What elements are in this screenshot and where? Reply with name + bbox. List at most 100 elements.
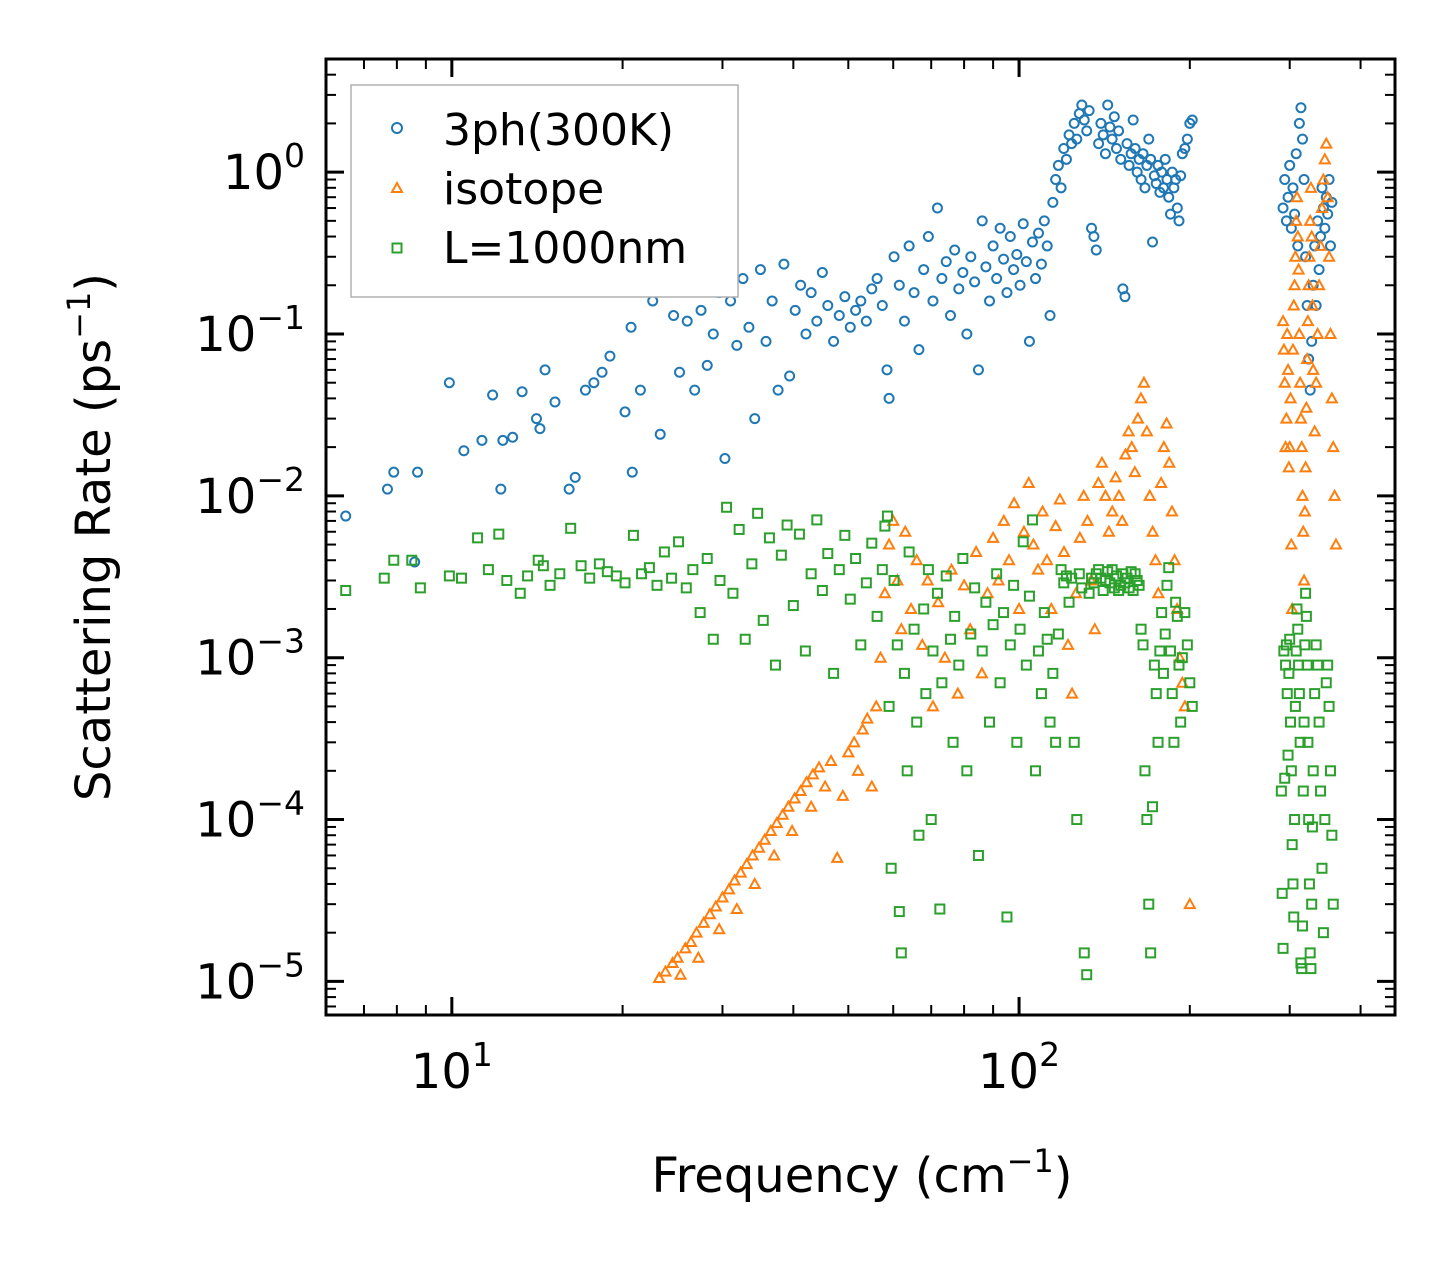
data-point xyxy=(1137,148,1149,160)
data-point xyxy=(388,554,400,566)
data-point xyxy=(781,519,793,531)
data-point xyxy=(658,964,673,977)
data-point xyxy=(625,321,637,333)
data-point xyxy=(871,273,883,285)
data-point xyxy=(1318,152,1332,165)
data-point xyxy=(898,315,910,327)
data-point xyxy=(1081,125,1093,137)
y-tick-label: 10−5 xyxy=(195,945,305,1010)
data-point xyxy=(412,466,424,478)
data-point xyxy=(1121,424,1136,437)
data-point xyxy=(1329,537,1343,550)
data-point xyxy=(1047,667,1059,679)
data-point xyxy=(1284,537,1299,550)
data-point xyxy=(1145,524,1160,537)
data-point xyxy=(1113,125,1125,137)
data-point xyxy=(883,700,895,712)
data-point xyxy=(775,549,787,561)
data-point xyxy=(1038,215,1050,227)
data-point xyxy=(1020,256,1032,268)
data-point xyxy=(927,645,939,657)
data-point xyxy=(668,310,680,322)
data-point xyxy=(997,513,1011,526)
data-point xyxy=(904,601,918,614)
data-point xyxy=(1287,878,1299,890)
data-point xyxy=(994,677,1006,689)
data-point xyxy=(381,483,393,495)
data-point xyxy=(991,568,1003,580)
data-point xyxy=(833,564,845,576)
data-point xyxy=(1048,519,1063,532)
data-point xyxy=(636,568,648,580)
data-point xyxy=(898,524,912,537)
data-point xyxy=(850,304,862,316)
data-point xyxy=(1106,133,1118,145)
data-point xyxy=(544,579,556,591)
data-point xyxy=(1296,524,1310,537)
data-point xyxy=(476,434,488,446)
data-point xyxy=(1097,585,1109,597)
data-point xyxy=(913,344,925,356)
data-point xyxy=(1060,153,1072,165)
data-point xyxy=(1322,208,1334,220)
data-point xyxy=(1279,772,1291,784)
data-point xyxy=(1313,238,1328,251)
data-point xyxy=(340,510,352,522)
data-point xyxy=(1302,249,1317,262)
data-point xyxy=(1044,716,1056,728)
data-point xyxy=(972,364,984,376)
data-point xyxy=(866,537,878,549)
data-point xyxy=(1179,607,1191,619)
data-point xyxy=(694,607,706,619)
data-point xyxy=(712,922,726,935)
data-point xyxy=(785,823,799,836)
data-point xyxy=(811,315,823,327)
data-point xyxy=(908,623,920,635)
x-tick-label: 101 xyxy=(411,1035,493,1100)
data-point xyxy=(487,389,499,401)
data-point xyxy=(1277,202,1289,214)
data-point xyxy=(881,364,893,376)
data-point xyxy=(695,304,707,316)
data-point xyxy=(799,775,814,788)
data-point xyxy=(1183,897,1197,910)
data-point xyxy=(793,783,808,797)
data-point xyxy=(844,321,856,333)
data-point xyxy=(1304,180,1318,193)
data-point xyxy=(1282,749,1294,761)
data-point xyxy=(1315,785,1327,797)
data-point xyxy=(1286,342,1300,355)
data-point xyxy=(563,483,575,495)
data-point xyxy=(898,667,910,679)
data-point xyxy=(1052,159,1064,171)
data-point xyxy=(1320,677,1332,689)
data-point xyxy=(619,577,631,589)
data-point xyxy=(766,295,778,307)
data-point xyxy=(1102,99,1114,111)
data-point xyxy=(1007,496,1021,509)
data-point xyxy=(1319,222,1331,234)
data-point xyxy=(1288,911,1300,923)
data-point xyxy=(1023,335,1035,347)
data-point xyxy=(678,941,693,954)
data-point xyxy=(778,258,790,270)
data-point xyxy=(714,574,726,586)
data-point xyxy=(1156,166,1168,178)
data-point xyxy=(507,431,519,443)
data-point xyxy=(839,291,851,303)
data-point xyxy=(949,610,961,622)
data-point xyxy=(1312,278,1326,291)
data-point xyxy=(882,537,896,550)
data-point xyxy=(855,639,867,651)
data-point xyxy=(799,645,811,657)
data-point xyxy=(673,536,685,548)
legend-marker-isotope xyxy=(390,180,404,193)
series-0 xyxy=(340,99,1338,568)
data-point xyxy=(805,568,817,580)
data-point xyxy=(878,586,892,599)
data-point xyxy=(757,832,772,845)
data-point xyxy=(1159,153,1171,165)
data-point xyxy=(787,600,799,612)
data-point xyxy=(1129,568,1141,580)
